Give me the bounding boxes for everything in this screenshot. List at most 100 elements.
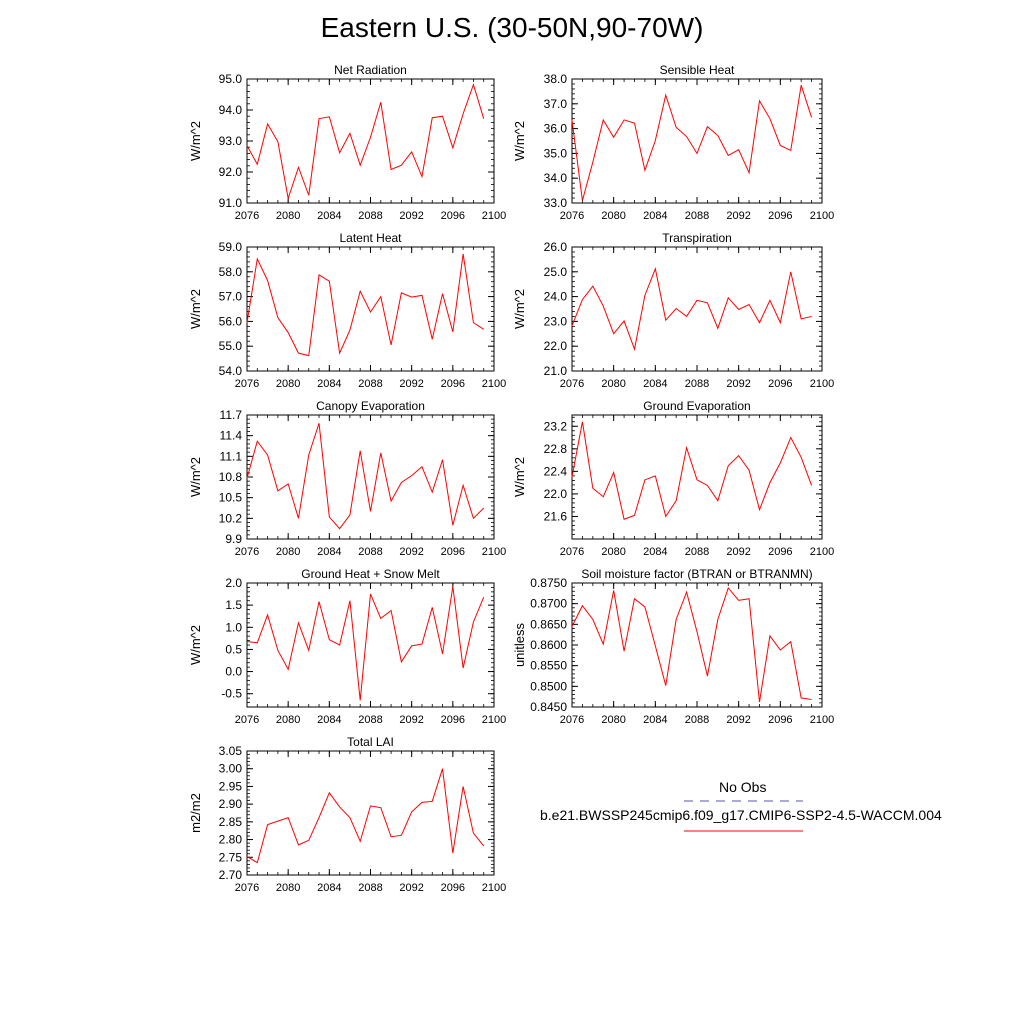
x-tick-label: 2076 [235,210,259,222]
x-tick-label: 2080 [276,378,300,390]
y-tick-label: 94.0 [219,103,243,117]
y-tick-label: 11.4 [220,429,243,443]
y-tick-label: 0.8500 [530,679,567,693]
y-tick-label: 2.90 [219,797,243,811]
x-tick-label: 2096 [768,546,792,558]
y-tick-label: 92.0 [219,165,243,179]
x-tick-label: 2088 [685,378,709,390]
y-tick-label: 37.0 [544,97,568,111]
series-line [571,85,813,201]
plot-frame [571,246,823,372]
y-tick-label: 21.0 [544,364,568,378]
y-tick-label: 0.8600 [530,638,567,652]
x-tick-label: 2084 [643,546,667,558]
plot-frame [246,582,495,708]
y-tick-label: 2.75 [219,850,243,864]
page-title: Eastern U.S. (30-50N,90-70W) [320,12,704,43]
series-line [246,768,485,864]
x-tick-label: 2100 [482,546,506,558]
y-tick-label: 2.80 [219,833,243,847]
x-tick-label: 2100 [810,714,834,726]
y-tick-label: 91.0 [219,196,243,210]
panel-ground-evaporation: 2076 2080 2084 2088 2092 2096 2100 21.6 22.0 22.4… [512,399,834,558]
series-line [571,421,813,520]
x-tick-label: 2100 [810,378,834,390]
x-tick-label: 2080 [276,882,300,894]
y-axis-label: W/m^2 [512,457,527,497]
legend-obs-label: No Obs [719,779,767,795]
x-tick-label: 2096 [768,210,792,222]
panel-title: Transpiration [662,231,732,245]
panel-ground-heat-snow-melt: 2076 2080 2084 2088 2092 2096 2100 -0.5 0.0 0.5 1.… [188,567,506,726]
y-tick-label: 2.95 [219,779,243,793]
x-tick-label: 2084 [317,714,341,726]
y-tick-label: 34.0 [544,171,568,185]
plot-frame [571,78,823,204]
x-tick-label: 2076 [235,714,259,726]
x-tick-label: 2076 [560,378,584,390]
y-tick-label: 1.0 [225,620,242,634]
panel-title: Ground Evaporation [643,399,750,413]
y-tick-label: 36.0 [544,122,568,136]
plot-frame [246,78,495,204]
y-tick-label: 22.0 [544,339,568,353]
series-line [246,82,485,199]
plot-frame [246,246,495,372]
y-tick-label: 22.0 [544,487,568,501]
y-tick-label: 9.9 [225,532,242,546]
x-tick-label: 2088 [358,378,382,390]
y-tick-label: 3.05 [219,744,243,758]
x-tick-label: 2088 [685,714,709,726]
plot-frame [571,582,823,708]
series-line [246,423,485,530]
y-tick-label: 26.0 [544,240,568,254]
x-tick-label: 2076 [235,378,259,390]
x-tick-label: 2092 [399,378,423,390]
panel-net-radiation: 2076 2080 2084 2088 2092 2096 2100 91.0 92.0 93.0… [188,63,506,222]
y-axis-label: W/m^2 [512,121,527,161]
y-tick-label: 38.0 [544,72,568,86]
x-tick-label: 2084 [643,378,667,390]
y-tick-label: 10.8 [219,470,243,484]
x-tick-label: 2092 [726,546,750,558]
y-tick-label: 54.0 [219,364,243,378]
plot-frame [246,414,495,540]
y-tick-label: 0.8550 [530,659,567,673]
x-tick-label: 2076 [235,546,259,558]
x-tick-label: 2080 [276,210,300,222]
x-tick-label: 2092 [399,210,423,222]
plot-frame [571,414,823,540]
x-tick-label: 2100 [810,210,834,222]
x-tick-label: 2084 [317,882,341,894]
y-tick-label: 22.8 [544,442,568,456]
x-tick-label: 2100 [810,546,834,558]
x-tick-label: 2076 [560,714,584,726]
y-axis-label: W/m^2 [188,121,203,161]
y-tick-label: 0.8450 [530,700,567,714]
x-tick-label: 2084 [643,210,667,222]
y-tick-label: 3.00 [219,762,243,776]
y-tick-label: 1.5 [225,598,242,612]
x-tick-label: 2096 [768,714,792,726]
x-tick-label: 2092 [399,546,423,558]
y-tick-label: 33.0 [544,196,568,210]
x-tick-label: 2084 [643,714,667,726]
y-tick-label: 10.2 [219,511,243,525]
x-tick-label: 2088 [685,210,709,222]
x-tick-label: 2096 [441,546,465,558]
x-tick-label: 2088 [685,546,709,558]
panel-sensible-heat: 2076 2080 2084 2088 2092 2096 2100 33.0 34.0 35.0… [512,63,834,222]
x-tick-label: 2092 [726,378,750,390]
panel-title: Canopy Evaporation [316,399,425,413]
y-tick-label: 2.85 [219,815,243,829]
x-tick-label: 2088 [358,210,382,222]
series-line [571,586,812,703]
series-line [571,267,812,352]
x-tick-label: 2092 [726,714,750,726]
panel-latent-heat: 2076 2080 2084 2088 2092 2096 2100 54.0 55.0 56.0… [188,231,506,390]
panel-title: Latent Heat [339,231,402,245]
x-tick-label: 2096 [441,714,465,726]
y-axis-label: unitless [512,622,527,667]
x-tick-label: 2096 [768,378,792,390]
y-tick-label: 11.7 [220,408,243,422]
